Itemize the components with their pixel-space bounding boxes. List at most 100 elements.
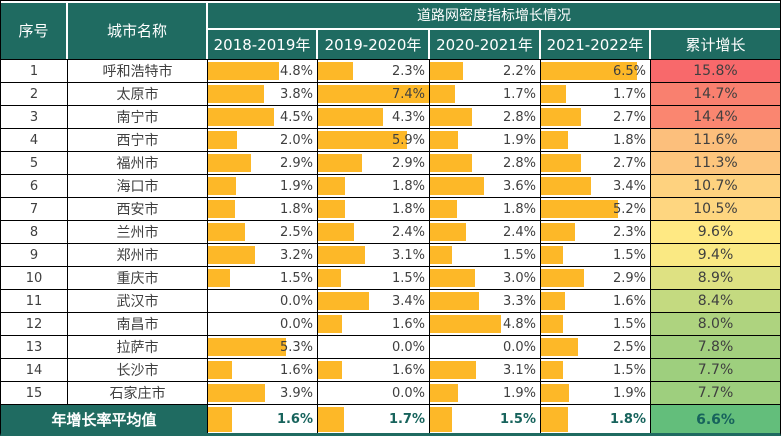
data-bar xyxy=(541,223,575,241)
growth-bar-cell: 1.9% xyxy=(541,382,651,404)
data-bar xyxy=(208,223,245,241)
growth-bar-cell: 1.8% xyxy=(318,175,430,197)
header-year-2018-2019: 2018-2019年 xyxy=(208,30,318,59)
growth-bar-cell: 0.0% xyxy=(208,290,318,312)
cumulative-growth-cell: 6.6% xyxy=(651,405,780,433)
data-bar xyxy=(541,246,564,264)
growth-bar-cell: 1.8% xyxy=(208,198,318,220)
data-bar xyxy=(318,200,345,218)
city-name: 长沙市 xyxy=(68,359,208,381)
table-row: 8 兰州市 2.5% 2.4% 2.4% 2.3% 9.6% xyxy=(1,221,780,244)
data-bar xyxy=(541,292,565,310)
header-year-2020-2021: 2020-2021年 xyxy=(430,30,541,59)
growth-bar-cell: 2.9% xyxy=(541,267,651,289)
growth-value: 2.9% xyxy=(612,270,646,286)
data-bar xyxy=(318,292,369,310)
growth-bar-cell: 1.6% xyxy=(318,313,430,335)
growth-bar-cell: 2.4% xyxy=(318,221,430,243)
data-bar xyxy=(318,223,354,241)
data-bar xyxy=(208,407,232,432)
growth-value: 4.8% xyxy=(502,316,536,332)
header-group-title: 道路网密度指标增长情况 xyxy=(208,1,780,30)
header-cumulative-growth: 累计增长 xyxy=(685,36,746,54)
city-name: 西宁市 xyxy=(68,129,208,151)
table-body: 1 呼和浩特市 4.8% 2.3% 2.2% 6.5% 15.8% 2 太原市 3.8% 7.4% 1… xyxy=(1,60,780,405)
growth-bar-cell: 5.2% xyxy=(541,198,651,220)
growth-value: 3.4% xyxy=(612,178,646,194)
growth-value: 4.8% xyxy=(279,63,313,79)
growth-value: 1.5% xyxy=(499,412,536,427)
cumulative-growth-cell: 15.8% xyxy=(651,60,780,82)
row-seq: 1 xyxy=(1,60,68,82)
growth-bar-cell: 2.2% xyxy=(430,60,541,82)
growth-value: 1.6% xyxy=(276,412,313,427)
data-bar xyxy=(318,177,345,195)
table-row: 2 太原市 3.8% 7.4% 1.7% 1.7% 14.7% xyxy=(1,83,780,106)
growth-bar-cell: 3.3% xyxy=(430,290,541,312)
growth-value: 4.5% xyxy=(279,109,313,125)
cumulative-growth-cell: 11.6% xyxy=(651,129,780,151)
table-row: 12 南昌市 0.0% 1.6% 4.8% 1.5% 8.0% xyxy=(1,313,780,336)
growth-value: 7.4% xyxy=(391,86,425,102)
header-year-2019-2020: 2019-2020年 xyxy=(318,30,430,59)
growth-bar-cell: 3.4% xyxy=(318,290,430,312)
growth-value: 2.9% xyxy=(279,155,313,171)
data-bar xyxy=(318,269,341,287)
row-seq: 3 xyxy=(1,106,68,128)
data-bar xyxy=(318,361,342,379)
growth-bar-cell: 4.5% xyxy=(208,106,318,128)
data-bar xyxy=(430,85,456,103)
data-bar xyxy=(541,200,618,218)
growth-value: 1.6% xyxy=(391,316,425,332)
growth-value: 2.3% xyxy=(612,224,646,240)
cumulative-growth-cell: 7.7% xyxy=(651,382,780,404)
data-bar xyxy=(208,361,232,379)
growth-bar-cell: 1.6% xyxy=(208,359,318,381)
growth-value: 5.3% xyxy=(279,339,313,355)
city-name: 武汉市 xyxy=(68,290,208,312)
growth-value: 1.5% xyxy=(612,362,646,378)
data-bar xyxy=(430,315,502,333)
growth-value: 1.9% xyxy=(502,132,536,148)
growth-bar-cell: 2.3% xyxy=(541,221,651,243)
growth-value: 2.2% xyxy=(502,63,536,79)
table-row: 5 福州市 2.9% 2.9% 2.8% 2.7% 11.3% xyxy=(1,152,780,175)
data-bar xyxy=(541,269,584,287)
growth-value: 1.8% xyxy=(502,201,536,217)
growth-value: 2.7% xyxy=(612,155,646,171)
row-seq: 14 xyxy=(1,359,68,381)
growth-bar-cell: 7.4% xyxy=(318,83,430,105)
data-bar xyxy=(430,223,466,241)
growth-value: 3.0% xyxy=(502,270,536,286)
growth-bar-cell: 1.6% xyxy=(318,359,430,381)
growth-value: 2.0% xyxy=(279,132,313,148)
growth-bar-cell: 1.5% xyxy=(430,405,541,433)
data-bar xyxy=(430,154,472,172)
city-name: 郑州市 xyxy=(68,244,208,266)
growth-value: 1.7% xyxy=(612,86,646,102)
city-name: 重庆市 xyxy=(68,267,208,289)
table-row: 13 拉萨市 5.3% 0.0% 0.0% 2.5% 7.8% xyxy=(1,336,780,359)
table-row: 4 西宁市 2.0% 5.9% 1.9% 1.8% 11.6% xyxy=(1,129,780,152)
growth-bar-cell: 1.9% xyxy=(208,175,318,197)
growth-value: 1.5% xyxy=(612,316,646,332)
table-footer-average-row: 年增长率平均值 1.6% 1.7% 1.5% 1.8% 6.6% xyxy=(1,405,780,433)
row-seq: 13 xyxy=(1,336,68,358)
data-bar xyxy=(541,62,637,80)
cumulative-growth-cell: 9.6% xyxy=(651,221,780,243)
growth-bar-cell: 2.5% xyxy=(208,221,318,243)
growth-value: 2.9% xyxy=(391,155,425,171)
growth-value: 1.8% xyxy=(279,201,313,217)
growth-value: 3.8% xyxy=(279,86,313,102)
growth-bar-cell: 3.0% xyxy=(430,267,541,289)
table-header: 序号 城市名称 道路网密度指标增长情况 2018-2019年 2019-2020… xyxy=(1,1,780,60)
data-bar xyxy=(430,384,459,402)
growth-value: 4.3% xyxy=(391,109,425,125)
table-row: 15 石家庄市 3.9% 0.0% 1.9% 1.9% 7.7% xyxy=(1,382,780,405)
data-bar xyxy=(541,384,569,402)
growth-bar-cell: 3.1% xyxy=(430,359,541,381)
header-year-row: 2018-2019年 2019-2020年 2020-2021年 2021-20… xyxy=(208,30,780,59)
city-name: 呼和浩特市 xyxy=(68,60,208,82)
cumulative-growth-cell: 7.7% xyxy=(651,359,780,381)
growth-value: 1.9% xyxy=(612,385,646,401)
